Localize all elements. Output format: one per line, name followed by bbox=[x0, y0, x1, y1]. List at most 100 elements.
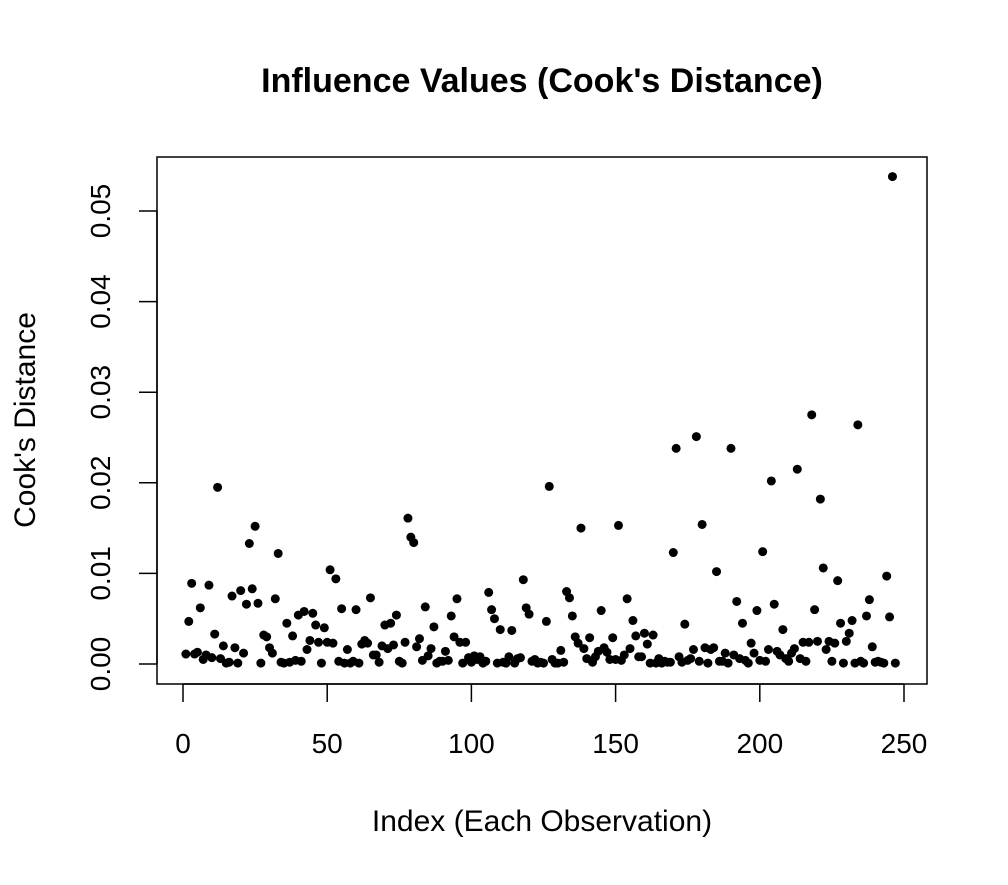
data-point bbox=[761, 656, 771, 666]
data-point bbox=[703, 658, 713, 668]
data-point bbox=[596, 606, 606, 616]
data-point bbox=[227, 591, 237, 601]
data-point bbox=[495, 625, 505, 635]
data-point bbox=[443, 655, 453, 665]
data-point bbox=[244, 539, 254, 549]
data-point bbox=[515, 653, 525, 663]
x-tick-label: 250 bbox=[881, 728, 928, 759]
data-point bbox=[769, 599, 779, 609]
data-point bbox=[671, 443, 681, 453]
data-point bbox=[637, 652, 647, 662]
data-point bbox=[331, 574, 341, 584]
data-point bbox=[815, 494, 825, 504]
data-point bbox=[867, 642, 877, 652]
data-point bbox=[337, 604, 347, 614]
data-point bbox=[556, 645, 566, 655]
x-tick-label: 50 bbox=[312, 728, 343, 759]
data-point bbox=[241, 599, 251, 609]
data-point bbox=[316, 658, 326, 668]
data-point bbox=[374, 657, 384, 667]
data-point bbox=[833, 576, 843, 586]
data-point bbox=[256, 658, 266, 668]
data-point bbox=[694, 656, 704, 666]
data-point bbox=[213, 482, 223, 492]
data-point bbox=[409, 538, 419, 548]
data-point bbox=[622, 594, 632, 604]
data-point bbox=[391, 610, 401, 620]
y-axis: 0.00 0.01 0.02 0.03 0.04 0.05 bbox=[85, 184, 158, 692]
y-tick-label: 0.01 bbox=[85, 546, 116, 601]
data-point bbox=[302, 645, 312, 655]
data-point bbox=[812, 636, 822, 646]
data-point bbox=[518, 575, 528, 585]
data-point bbox=[236, 586, 246, 596]
y-tick-label: 0.04 bbox=[85, 274, 116, 329]
data-point bbox=[489, 614, 499, 624]
data-point bbox=[628, 616, 638, 626]
data-point bbox=[726, 443, 736, 453]
data-point bbox=[723, 658, 733, 668]
data-point bbox=[253, 598, 263, 608]
data-point bbox=[648, 630, 658, 640]
data-point bbox=[504, 652, 514, 662]
data-point bbox=[887, 172, 897, 182]
data-point bbox=[789, 644, 799, 654]
data-point bbox=[267, 648, 277, 658]
data-point bbox=[400, 637, 410, 647]
data-point bbox=[414, 634, 424, 644]
data-point bbox=[363, 638, 373, 648]
x-tick-label: 0 bbox=[175, 728, 191, 759]
data-point bbox=[539, 658, 548, 668]
data-point bbox=[631, 631, 641, 641]
data-point bbox=[262, 632, 272, 642]
data-point bbox=[204, 580, 214, 590]
x-tick-label: 200 bbox=[736, 728, 783, 759]
x-axis-label: Index (Each Observation) bbox=[372, 805, 712, 838]
data-point bbox=[879, 658, 889, 668]
data-point bbox=[250, 521, 260, 531]
data-point bbox=[567, 611, 577, 621]
data-point bbox=[665, 657, 675, 667]
data-point bbox=[224, 657, 234, 667]
data-point bbox=[461, 637, 471, 647]
data-point bbox=[859, 658, 869, 668]
data-point bbox=[305, 635, 315, 645]
data-point bbox=[192, 647, 202, 657]
data-point bbox=[680, 619, 690, 629]
data-point bbox=[836, 618, 846, 628]
data-point bbox=[752, 606, 762, 616]
data-point bbox=[686, 654, 696, 664]
data-point bbox=[239, 648, 249, 658]
data-point bbox=[691, 432, 701, 442]
x-tick-label: 100 bbox=[448, 728, 495, 759]
data-point bbox=[484, 587, 494, 597]
data-point bbox=[564, 593, 574, 603]
data-point bbox=[737, 618, 747, 628]
data-point bbox=[864, 595, 874, 605]
data-point bbox=[328, 638, 338, 648]
data-point bbox=[354, 658, 364, 668]
data-point bbox=[314, 637, 324, 647]
data-point bbox=[697, 519, 707, 529]
data-point bbox=[882, 571, 892, 581]
data-point bbox=[792, 464, 802, 474]
data-point bbox=[642, 639, 652, 649]
data-point bbox=[844, 628, 854, 638]
data-point bbox=[429, 622, 439, 632]
data-point bbox=[885, 612, 895, 622]
data-point bbox=[847, 616, 857, 626]
data-point bbox=[608, 633, 618, 643]
data-point bbox=[296, 656, 306, 666]
data-point bbox=[639, 628, 649, 638]
data-point bbox=[853, 420, 863, 430]
data-point bbox=[766, 476, 776, 486]
data-point bbox=[804, 637, 814, 647]
data-point bbox=[184, 616, 194, 626]
data-point bbox=[403, 513, 413, 523]
data-point bbox=[743, 658, 753, 668]
data-point bbox=[585, 633, 595, 643]
y-tick-label: 0.00 bbox=[85, 637, 116, 692]
data-point bbox=[827, 656, 837, 666]
data-point bbox=[449, 632, 459, 642]
